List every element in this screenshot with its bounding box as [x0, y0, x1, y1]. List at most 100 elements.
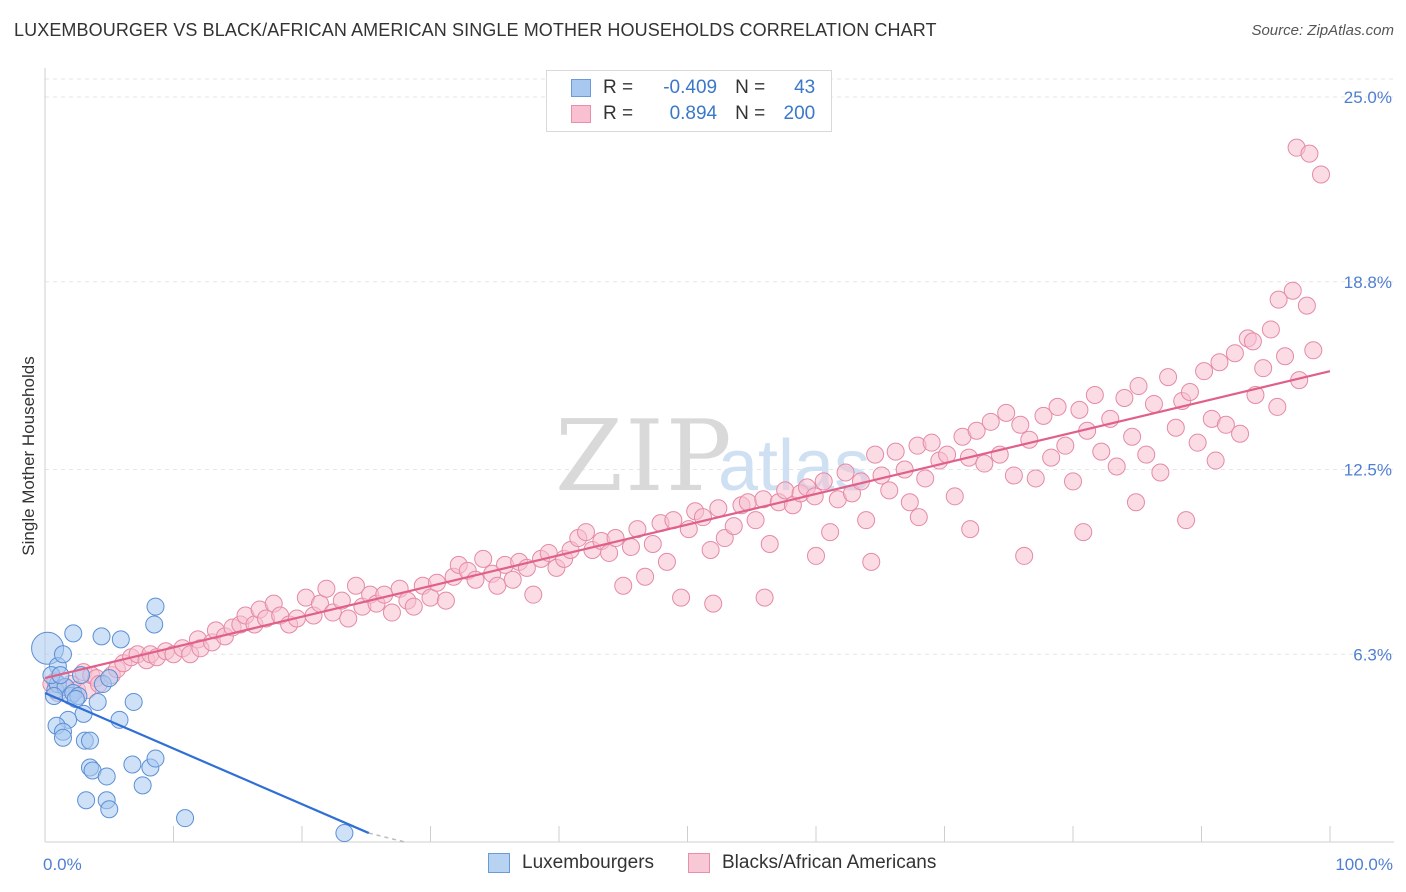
data-point-black [1177, 511, 1196, 530]
data-point-black [1254, 359, 1273, 378]
data-point-black [967, 421, 986, 440]
data-point-black [715, 529, 734, 548]
data-point-black [346, 576, 365, 595]
data-point-black [1297, 296, 1316, 315]
data-point-black [1216, 415, 1235, 434]
data-point-luxembourger [176, 809, 195, 828]
data-point-black [857, 511, 876, 530]
data-point-black [382, 603, 401, 622]
data-point-black [614, 576, 633, 595]
data-point-black [1268, 397, 1287, 416]
data-point-black [961, 520, 980, 539]
data-point-black [821, 523, 840, 542]
legend-r-label: R = [603, 77, 634, 98]
data-point-black [643, 535, 662, 553]
data-point-black [1034, 406, 1053, 425]
y-axis-title: Single Mother Households [19, 356, 38, 555]
data-point-luxembourger [80, 731, 99, 750]
chart-source: Source: ZipAtlas.com [1251, 22, 1394, 39]
data-point-black [886, 442, 905, 461]
data-point-black [1074, 523, 1093, 542]
data-point-black [1129, 377, 1148, 396]
legend-n-value: 43 [794, 77, 816, 98]
data-point-black [1210, 353, 1229, 372]
data-point-black [503, 570, 522, 589]
legend-swatch-pink [571, 105, 591, 123]
data-point-black [981, 412, 1000, 431]
series-label-luxembourgers: Luxembourgers [522, 852, 655, 873]
data-point-luxembourger [97, 767, 116, 786]
data-point-black [836, 463, 855, 482]
data-point-black [1195, 362, 1214, 381]
data-point-black [880, 481, 899, 500]
trend-lines [44, 370, 1331, 843]
data-point-black [755, 588, 774, 607]
data-point-luxembourger [53, 645, 72, 664]
data-point-black [1151, 463, 1170, 482]
data-point-black [1283, 281, 1302, 300]
data-point-black [339, 609, 358, 628]
data-point-black [488, 576, 507, 595]
correlation-legend: R = -0.409 N = 43 R = 0.894 N = 200 [546, 70, 832, 132]
legend-row-black: R = 0.894 N = 200 [571, 102, 815, 126]
watermark-zip: ZIP [555, 400, 734, 514]
data-point-black [1188, 433, 1207, 452]
data-point-black [724, 517, 743, 536]
legend-r-label: R = [603, 103, 634, 124]
data-point-black [922, 433, 941, 452]
data-point-black [1126, 493, 1145, 512]
data-point-black [895, 460, 914, 479]
series-legend-luxembourgers[interactable]: Luxembourgers [488, 852, 654, 874]
data-point-black [866, 445, 885, 464]
data-point-black [1304, 341, 1323, 360]
data-point-black [862, 552, 881, 571]
trend-line-luxembourger-extension [368, 832, 405, 843]
grid-layer [45, 78, 1394, 655]
data-point-black [1180, 383, 1199, 402]
data-point-black [709, 499, 728, 518]
data-point-luxembourger [100, 800, 119, 819]
data-point-luxembourger [111, 630, 130, 649]
data-point-luxembourger [88, 692, 107, 711]
data-point-black [807, 546, 825, 565]
series-legend-black[interactable]: Blacks/African Americans [688, 852, 936, 874]
data-point-black [1206, 451, 1225, 470]
data-point-luxembourger [64, 624, 83, 643]
data-point-black [975, 454, 994, 473]
data-point-black [672, 588, 691, 607]
data-point-black [1056, 436, 1075, 455]
series-legend: Luxembourgers Blacks/African Americans [0, 852, 1406, 878]
data-point-black [576, 523, 595, 542]
data-point-luxembourger [133, 776, 152, 795]
x-tick-label-max: 100.0% [1335, 855, 1393, 874]
data-point-black [1004, 466, 1023, 485]
data-point-black [657, 552, 676, 571]
data-point-black [621, 537, 640, 556]
legend-row-luxembourgers: R = -0.409 N = 43 [571, 76, 815, 100]
data-point-black [436, 591, 455, 610]
data-point-black [760, 535, 779, 553]
data-point-black [1026, 469, 1045, 488]
data-point-black [1115, 388, 1134, 407]
data-point-luxembourger [146, 749, 165, 768]
data-point-black [1276, 347, 1295, 366]
axis-layer [44, 68, 1394, 843]
data-point-black [636, 567, 655, 586]
data-point-black [1123, 427, 1142, 446]
y-tick-label: 25.0% [1344, 88, 1392, 107]
data-point-luxembourger [92, 627, 111, 646]
y-tick-label: 12.5% [1344, 461, 1392, 480]
data-point-black [916, 469, 935, 488]
legend-r-value: 0.894 [669, 103, 718, 124]
data-point-black [1064, 472, 1082, 491]
y-tick-label: 6.3% [1353, 645, 1392, 664]
y-tick-label: 18.8% [1344, 273, 1392, 292]
data-point-black [1243, 332, 1262, 351]
series-label-black: Blacks/African Americans [722, 852, 937, 873]
data-point-luxembourger [335, 824, 354, 843]
data-point-black [1144, 394, 1163, 413]
data-point-black [1231, 424, 1250, 443]
series-swatch-blue [488, 853, 510, 873]
data-point-black [1137, 445, 1156, 464]
